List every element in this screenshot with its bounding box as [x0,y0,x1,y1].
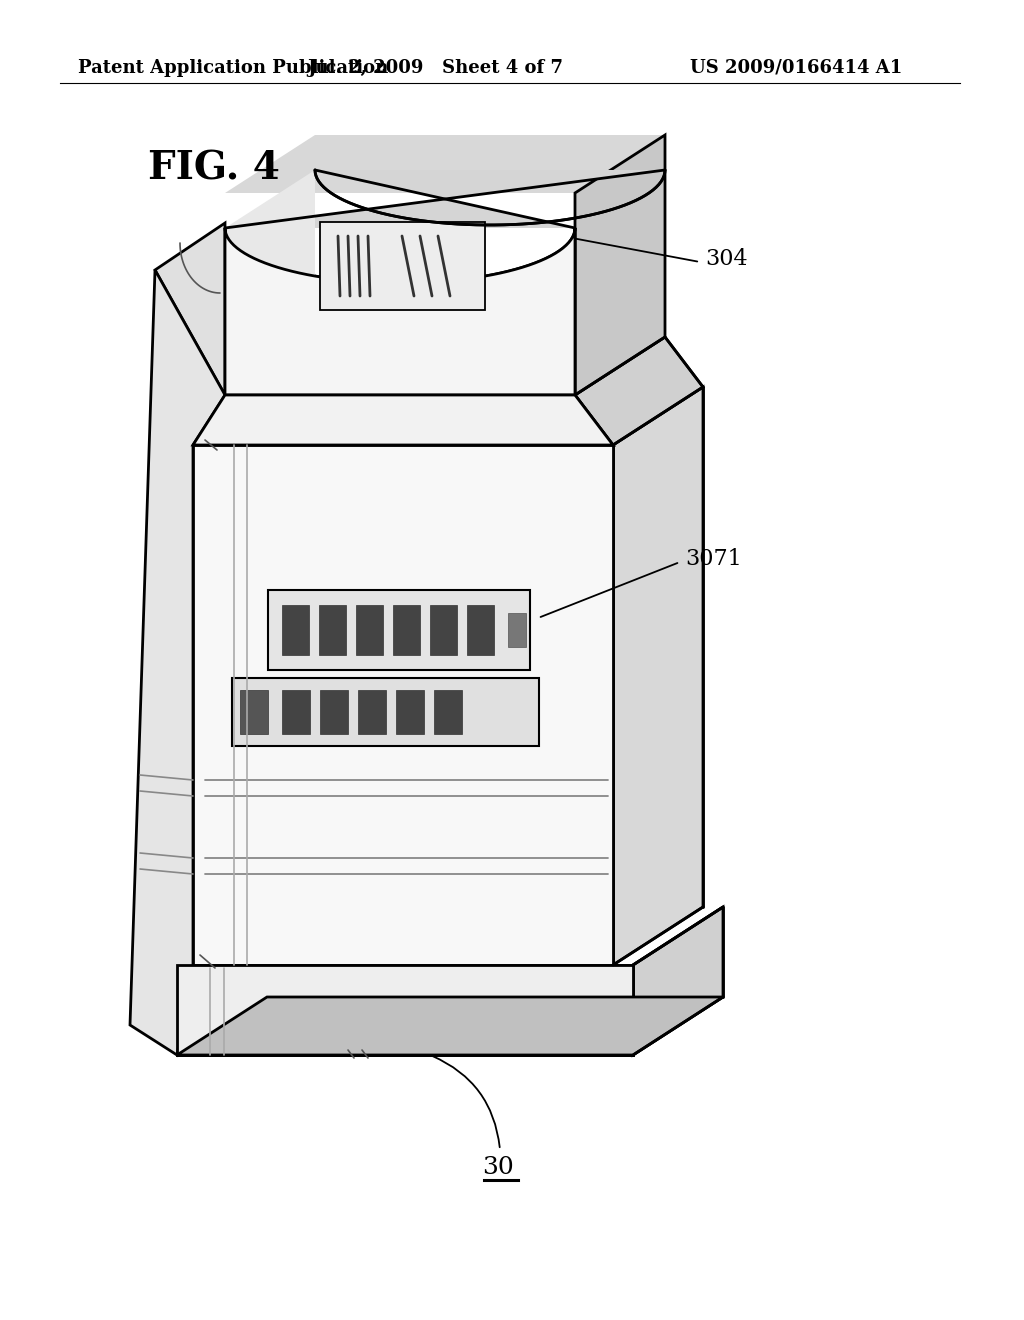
Polygon shape [193,395,613,445]
Text: Patent Application Publication: Patent Application Publication [78,59,388,77]
Polygon shape [633,907,723,1055]
Polygon shape [268,590,530,671]
FancyArrowPatch shape [432,1056,500,1147]
Polygon shape [225,228,575,395]
Polygon shape [240,690,268,734]
Polygon shape [467,605,494,655]
Text: 304: 304 [705,248,748,271]
Polygon shape [613,387,703,965]
Text: Jul. 2, 2009   Sheet 4 of 7: Jul. 2, 2009 Sheet 4 of 7 [307,59,563,77]
Polygon shape [193,395,613,445]
Text: 30: 30 [482,1156,514,1180]
Polygon shape [193,445,613,965]
Polygon shape [225,228,575,395]
Polygon shape [319,222,485,310]
Polygon shape [225,170,315,395]
Polygon shape [232,678,539,746]
Text: FIG. 4: FIG. 4 [148,149,280,187]
Text: 3071: 3071 [685,548,741,570]
Polygon shape [177,965,633,1055]
Polygon shape [282,605,309,655]
Polygon shape [225,135,665,193]
Polygon shape [393,605,420,655]
Polygon shape [193,445,613,965]
Polygon shape [356,605,383,655]
Polygon shape [575,337,703,445]
Polygon shape [575,135,665,395]
Polygon shape [177,997,723,1055]
Polygon shape [319,690,348,734]
Polygon shape [430,605,457,655]
Polygon shape [177,965,633,1055]
Polygon shape [434,690,462,734]
Polygon shape [508,612,526,647]
Polygon shape [396,690,424,734]
Polygon shape [155,223,225,395]
Polygon shape [130,271,225,1055]
Polygon shape [225,170,665,228]
Polygon shape [319,605,346,655]
Text: US 2009/0166414 A1: US 2009/0166414 A1 [690,59,902,77]
Polygon shape [358,690,386,734]
Polygon shape [282,690,310,734]
